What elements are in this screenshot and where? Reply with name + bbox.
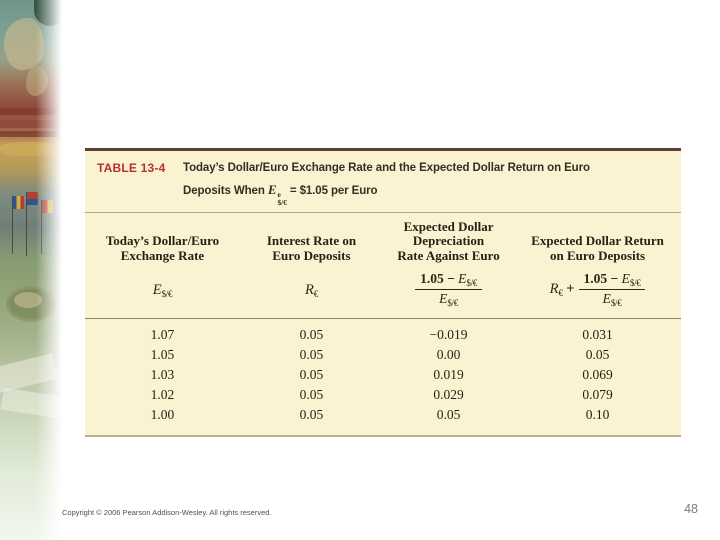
table-13-4: TABLE 13-4 Today’s Dollar/Euro Exchange … xyxy=(85,148,681,438)
collage-flag-pole xyxy=(26,192,27,256)
table-row: 1.00 0.05 0.05 0.10 xyxy=(85,405,681,435)
table-title-value: $1.05 per Euro xyxy=(299,185,378,197)
collage-flag xyxy=(27,192,38,205)
table-cell: 0.031 xyxy=(582,327,613,343)
decorative-side-collage xyxy=(0,0,62,540)
collage-map-continent xyxy=(4,18,44,70)
table-label: TABLE 13-4 xyxy=(97,161,166,175)
table-cell: 0.019 xyxy=(433,367,464,383)
table-title-block: TABLE 13-4 Today’s Dollar/Euro Exchange … xyxy=(85,151,681,213)
collage-dark-foliage xyxy=(34,0,62,26)
collage-flag-pole xyxy=(41,200,42,254)
collage-flag xyxy=(13,196,24,209)
table-data-section: 1.07 0.05 −0.019 0.031 1.05 0.05 0.00 0.… xyxy=(85,319,681,436)
table-cell: 0.079 xyxy=(582,387,613,403)
table-cell: 0.05 xyxy=(585,347,610,363)
collage-flag xyxy=(42,200,53,213)
slide-page-number: 48 xyxy=(684,502,698,516)
collage-gold-band xyxy=(0,142,58,156)
table-cell: 1.05 xyxy=(150,347,175,363)
table-cell: −0.019 xyxy=(429,327,468,343)
collage-flag-pole xyxy=(12,196,13,254)
formula-row: E$/€ R€ 1.05 − E$/€ E$/€ R€ + 1.05 − E$/… xyxy=(85,263,681,320)
table-cell: 1.03 xyxy=(150,367,175,383)
collage-building-stripe xyxy=(0,108,58,115)
table-cell: 0.05 xyxy=(436,407,461,423)
table-title-line2-prefix: Deposits When xyxy=(183,185,265,197)
table-cell: 0.029 xyxy=(433,387,464,403)
table-row: 1.02 0.05 0.029 0.079 xyxy=(85,385,681,405)
table-title: Today’s Dollar/Euro Exchange Rate and th… xyxy=(183,158,590,207)
table-cell: 1.02 xyxy=(150,387,175,403)
collage-newspaper xyxy=(0,387,62,419)
col-header-exchange-rate: Today’s Dollar/Euro Exchange Rate xyxy=(105,233,220,263)
exchange-rate-table: Today’s Dollar/Euro Exchange Rate Intere… xyxy=(85,213,681,436)
table-cell: 1.00 xyxy=(150,407,175,423)
table-cell: 0.069 xyxy=(582,367,613,383)
collage-newspaper xyxy=(0,353,59,393)
table-row: 1.07 0.05 −0.019 0.031 xyxy=(85,319,681,346)
col-header-depreciation-rate: Expected Dollar Depreciation Rate Agains… xyxy=(397,218,500,263)
formula-euro-interest: R€ xyxy=(239,263,383,320)
table-cell: 0.10 xyxy=(585,407,610,423)
table-cell: 0.00 xyxy=(436,347,461,363)
formula-expected-return: R€ + 1.05 − E$/€ E$/€ xyxy=(514,263,681,320)
table-row: 1.03 0.05 0.019 0.069 xyxy=(85,365,681,385)
table-title-line1: Today’s Dollar/Euro Exchange Rate and th… xyxy=(183,162,590,174)
header-row: Today’s Dollar/Euro Exchange Rate Intere… xyxy=(85,213,681,264)
collage-building-stripe xyxy=(0,131,58,137)
table-cell: 1.07 xyxy=(150,327,175,343)
table-cell: 0.05 xyxy=(299,407,324,423)
table-cell: 0.05 xyxy=(299,387,324,403)
collage-building-stripe xyxy=(0,120,58,128)
col-header-expected-return: Expected Dollar Return on Euro Deposits xyxy=(531,233,664,263)
copyright-notice: Copyright © 2006 Pearson Addison-Wesley.… xyxy=(62,508,272,517)
col-header-interest-rate: Interest Rate on Euro Deposits xyxy=(266,233,357,263)
table-row: 1.05 0.05 0.00 0.05 xyxy=(85,345,681,365)
collage-grain xyxy=(14,292,42,308)
equals-sign: = xyxy=(289,185,297,197)
table-cell: 0.05 xyxy=(299,327,324,343)
collage-grain-basket xyxy=(6,286,56,322)
table-cell: 0.05 xyxy=(299,367,324,383)
collage-map-continent xyxy=(26,66,48,96)
table-cell: 0.05 xyxy=(299,347,324,363)
formula-depreciation-fraction: 1.05 − E$/€ E$/€ xyxy=(382,263,515,320)
formula-exchange-rate: E$/€ xyxy=(85,263,240,320)
